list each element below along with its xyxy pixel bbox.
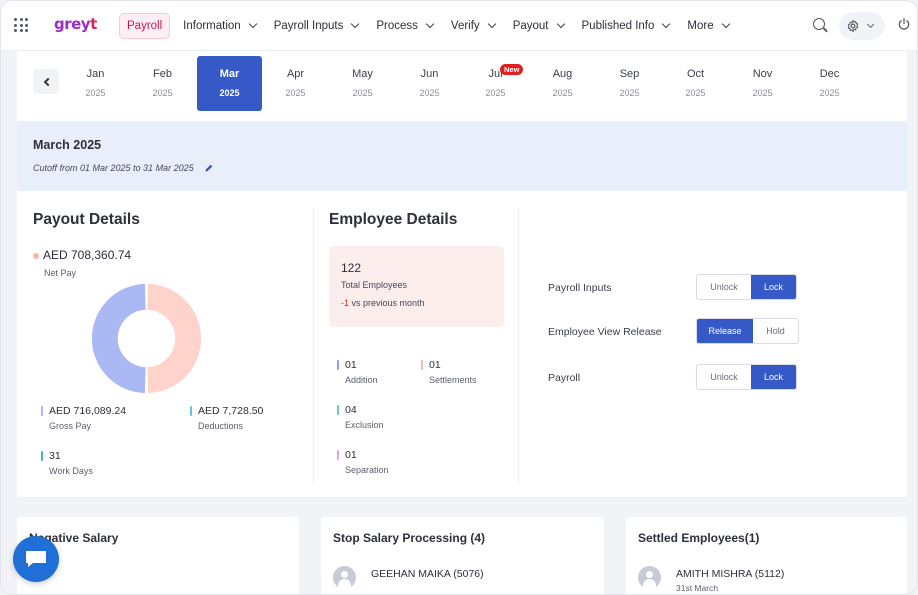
payroll-toggle: Unlock Lock [696,364,797,390]
avatar [638,566,661,589]
donut-segment-gross-pay [91,283,146,394]
top-navigation: greyt Payroll Information Payroll Inputs… [1,1,917,51]
employee-view-release-toggle: Release Hold [696,318,799,344]
month-aug[interactable]: Aug 2025 [552,68,573,98]
settings-button[interactable] [839,12,885,40]
month-apr[interactable]: Apr 2025 [285,68,306,98]
month-nov[interactable]: Nov 2025 [752,68,773,98]
logo[interactable]: greyt [54,15,97,33]
employee-name[interactable]: GEEHAN MAIKA (5076) [371,568,484,580]
net-pay-legend-dot [33,253,39,259]
employee-details-title: Employee Details [329,211,458,228]
payroll-inputs-toggle: Unlock Lock [696,274,797,300]
total-employees-card: 122 Total Employees -1 vs previous month [329,246,504,327]
nav-item-information[interactable]: Information [183,19,257,32]
gear-icon [847,19,859,33]
nav-item-process[interactable]: Process [376,19,435,32]
card-title: Stop Salary Processing (4) [333,531,486,545]
unlock-button[interactable]: Unlock [710,372,738,382]
month-may[interactable]: May 2025 [352,68,373,98]
employees-delta: -1 vs previous month [341,298,425,308]
month-jul[interactable]: Jul 2025 New [463,56,528,111]
settled-employees-card: Settled Employees(1) AMITH MISHRA (5112)… [626,517,907,594]
nav-item-published-info[interactable]: Published Info [582,19,671,32]
card-title: Settled Employees(1) [638,531,760,545]
lock-button[interactable]: Lock [751,365,796,389]
month-sep[interactable]: Sep 2025 [619,68,640,98]
chevron-down-icon [425,19,435,28]
month-oct[interactable]: Oct 2025 [685,68,706,98]
pencil-icon[interactable] [204,163,214,173]
details-panel: Payout Details AED 708,360.74 Net Pay AE… [17,191,907,497]
chevron-left-icon [43,77,52,86]
employee-name[interactable]: AMITH MISHRA (5112) [676,568,785,580]
lock-button[interactable]: Lock [751,275,796,299]
unlock-button[interactable]: Unlock [710,282,738,292]
month-jan[interactable]: Jan 2025 [85,68,106,98]
avatar [333,566,356,589]
net-pay-value: AED 708,360.74 [43,248,132,262]
month-jun[interactable]: Jun 2025 [419,68,440,98]
chevron-down-icon [351,19,360,28]
stop-salary-card: Stop Salary Processing (4) GEEHAN MAIKA … [321,517,604,594]
search-icon[interactable] [813,18,825,30]
payout-details-title: Payout Details [33,211,140,228]
nav-item-more[interactable]: More [687,19,730,32]
nav-menu: Payroll Information Payroll Inputs Proce… [119,12,747,39]
apps-grid-icon[interactable] [14,18,28,32]
divider [313,209,314,485]
hold-button[interactable]: Hold [766,326,785,336]
power-icon[interactable] [897,17,911,31]
chat-icon [26,551,46,567]
month-selector: Jan 2025 Feb 2025 Mar 2025 Apr 2025 May 2025 … [17,51,907,121]
nav-item-payout[interactable]: Payout [513,19,565,32]
nav-item-verify[interactable]: Verify [451,19,496,32]
period-banner: March 2025 Cutoff from 01 Mar 2025 to 31… [17,121,907,191]
negative-salary-card: Negative Salary [17,517,299,594]
total-employees-value: 122 [341,261,362,275]
chevron-down-icon [662,19,671,28]
total-employees-label: Total Employees [341,280,408,290]
chevron-down-icon [866,20,875,29]
chevron-down-icon [556,19,565,28]
chevron-down-icon [248,19,257,28]
nav-item-payroll-inputs[interactable]: Payroll Inputs [274,19,360,32]
period-title: March 2025 [33,138,102,152]
divider [518,209,519,485]
release-button[interactable]: Release [697,319,753,343]
settlement-date: 31st March [676,583,719,593]
month-dec[interactable]: Dec 2025 [819,68,840,98]
chevron-down-icon [721,19,730,28]
nav-item-payroll[interactable]: Payroll [119,12,171,39]
month-feb[interactable]: Feb 2025 [152,68,173,98]
chat-button[interactable] [13,536,59,582]
previous-month-button[interactable] [33,69,59,94]
new-badge: New [500,64,524,75]
month-mar[interactable]: Mar 2025 [197,56,262,111]
cutoff-text: Cutoff from 01 Mar 2025 to 31 Mar 2025 [33,163,194,173]
payout-donut-chart [91,283,202,394]
net-pay-label: Net Pay [44,268,77,278]
donut-segment-net-pay [147,283,202,394]
chevron-down-icon [487,19,496,28]
